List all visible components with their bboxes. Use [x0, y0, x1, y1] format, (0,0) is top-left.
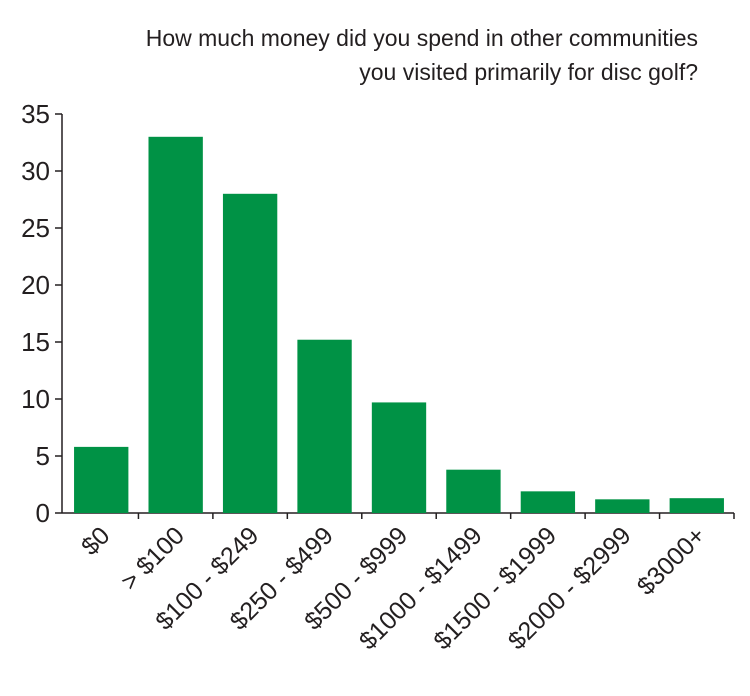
y-tick-label: 20 [21, 270, 50, 300]
chart-title: How much money did you spend in other co… [146, 25, 698, 85]
x-axis-labels: $0 > $100$100 - $249$250 - $499$500 - $99… [76, 521, 711, 655]
y-tick-label: 5 [36, 441, 50, 471]
y-tick-label: 35 [21, 99, 50, 129]
chart-title-line-2: you visited primarily for disc golf? [359, 59, 698, 85]
bar [446, 469, 501, 513]
x-axis [62, 512, 735, 519]
bar [222, 193, 278, 514]
y-tick-label: 25 [21, 213, 50, 243]
x-tick-label: $3000+ [632, 521, 711, 600]
x-tick-label: > $100 [116, 521, 190, 595]
y-tick-label: 30 [21, 156, 50, 186]
y-tick-label: 15 [21, 327, 50, 357]
bars [74, 136, 724, 514]
y-tick-label: 10 [21, 384, 50, 414]
y-axis: 0 5 10 15 20 25 30 35 [21, 99, 63, 528]
bar [669, 498, 724, 513]
bar [371, 402, 427, 513]
bar [595, 499, 650, 513]
y-tick-label: 0 [36, 498, 50, 528]
bar [297, 339, 352, 513]
bar [74, 446, 129, 513]
bar [520, 491, 576, 513]
chart-title-line-1: How much money did you spend in other co… [146, 25, 698, 51]
x-tick-label: $0 [76, 521, 115, 560]
bar [148, 136, 203, 514]
